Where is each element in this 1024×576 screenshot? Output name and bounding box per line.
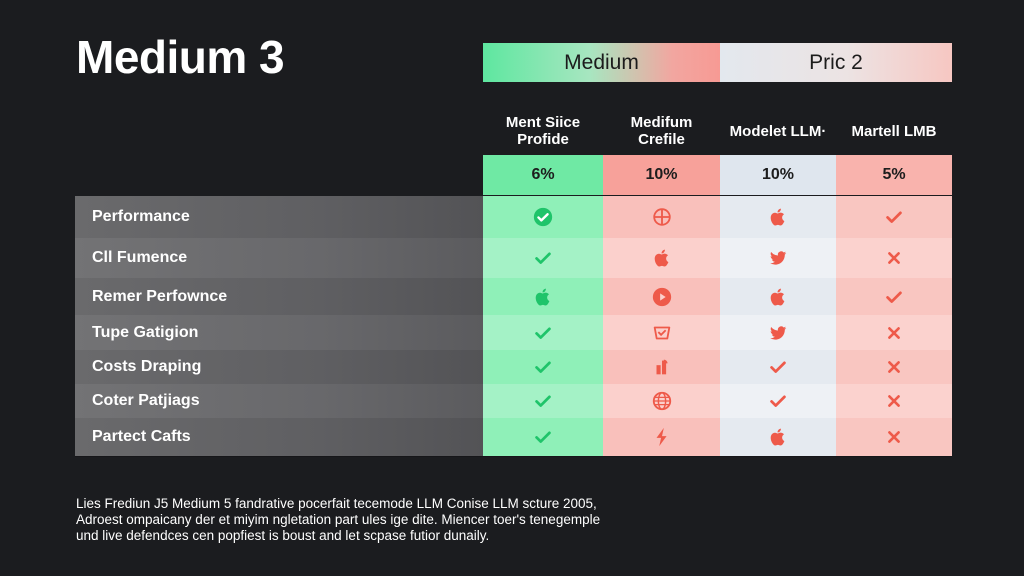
table-cell xyxy=(836,278,952,315)
column-percent-3: 10% xyxy=(720,155,836,195)
footnote-line: Adroest ompaicany der et miyim ngletatio… xyxy=(76,512,601,527)
check-icon xyxy=(767,356,789,378)
basket-icon xyxy=(651,322,673,344)
column-header-4: Martell LMB xyxy=(851,122,937,140)
row-label: Tupe Gatigion xyxy=(75,315,483,350)
footnote: Lies Frediun J5 Medium 5 fandrative poce… xyxy=(76,496,716,544)
check-icon xyxy=(767,390,789,412)
table-cell xyxy=(483,418,603,456)
twitter-bird-icon xyxy=(767,322,789,344)
table-cell xyxy=(720,350,836,384)
table-cell xyxy=(720,196,836,238)
table-row: Remer Perfownce xyxy=(75,278,952,316)
play-circle-icon xyxy=(651,286,673,308)
bar-chart-icon xyxy=(651,356,673,378)
table-cell xyxy=(483,278,603,315)
table-cell xyxy=(483,384,603,418)
table-cell xyxy=(836,238,952,278)
table-cell xyxy=(483,350,603,384)
cross-icon xyxy=(883,426,905,448)
table-cell xyxy=(603,278,720,315)
cross-icon xyxy=(883,322,905,344)
table-cell xyxy=(836,350,952,384)
table-row: Tupe Gatigion xyxy=(75,315,952,351)
lightning-icon xyxy=(651,426,673,448)
check-icon xyxy=(532,426,554,448)
table-row: Partect Cafts xyxy=(75,418,952,457)
check-circle-icon xyxy=(532,206,554,228)
check-icon xyxy=(883,206,905,228)
page-title: Medium 3 xyxy=(76,31,285,83)
header-medium: Medium xyxy=(483,43,720,82)
header-pric-2: Pric 2 xyxy=(720,43,952,82)
check-icon xyxy=(532,247,554,269)
column-percent-2: 10% xyxy=(603,155,720,195)
row-label: Performance xyxy=(75,196,483,238)
row-label: Cll Fumence xyxy=(75,238,483,278)
table-cell xyxy=(483,196,603,238)
table-row: Cll Fumence xyxy=(75,238,952,279)
cross-icon xyxy=(883,356,905,378)
apple-icon xyxy=(767,206,789,228)
column-percent-1: 6% xyxy=(483,155,603,195)
row-label: Remer Perfownce xyxy=(75,278,483,315)
column-percent-4: 5% xyxy=(836,155,952,195)
check-icon xyxy=(532,390,554,412)
table-cell xyxy=(720,315,836,350)
footnote-line: Lies Frediun J5 Medium 5 fandrative poce… xyxy=(76,496,597,511)
table-row: Performance xyxy=(75,196,952,239)
table-cell xyxy=(603,350,720,384)
table-cell xyxy=(720,418,836,456)
row-label: Partect Cafts xyxy=(75,418,483,456)
table-cell xyxy=(483,315,603,350)
twitter-bird-icon xyxy=(767,247,789,269)
cross-icon xyxy=(883,247,905,269)
table-cell xyxy=(720,238,836,278)
table-cell xyxy=(836,315,952,350)
check-icon xyxy=(883,286,905,308)
table-cell xyxy=(836,196,952,238)
globe-icon xyxy=(651,390,673,412)
footnote-line: und live defendces cen popfiest is boust… xyxy=(76,528,490,543)
row-label: Costs Draping xyxy=(75,350,483,384)
apple-icon xyxy=(532,286,554,308)
table-cell xyxy=(603,196,720,238)
cross-icon xyxy=(883,390,905,412)
apple-icon xyxy=(651,247,673,269)
apple-icon xyxy=(767,426,789,448)
table-row: Costs Draping xyxy=(75,350,952,385)
table-row: Coter Patjiags xyxy=(75,384,952,419)
table-cell xyxy=(603,384,720,418)
check-icon xyxy=(532,322,554,344)
table-cell xyxy=(836,418,952,456)
crosshair-icon xyxy=(651,206,673,228)
table-cell xyxy=(483,238,603,278)
column-header-3: Modelet LLM· xyxy=(729,122,827,140)
table-cell xyxy=(603,238,720,278)
row-label: Coter Patjiags xyxy=(75,384,483,418)
check-icon xyxy=(532,356,554,378)
column-header-1: Ment Siice Profide xyxy=(505,114,581,148)
table-cell xyxy=(720,278,836,315)
table-cell xyxy=(720,384,836,418)
table-cell xyxy=(603,418,720,456)
table-cell xyxy=(836,384,952,418)
apple-icon xyxy=(767,286,789,308)
table-cell xyxy=(603,315,720,350)
column-header-2: Medifum Crefile xyxy=(630,114,693,148)
